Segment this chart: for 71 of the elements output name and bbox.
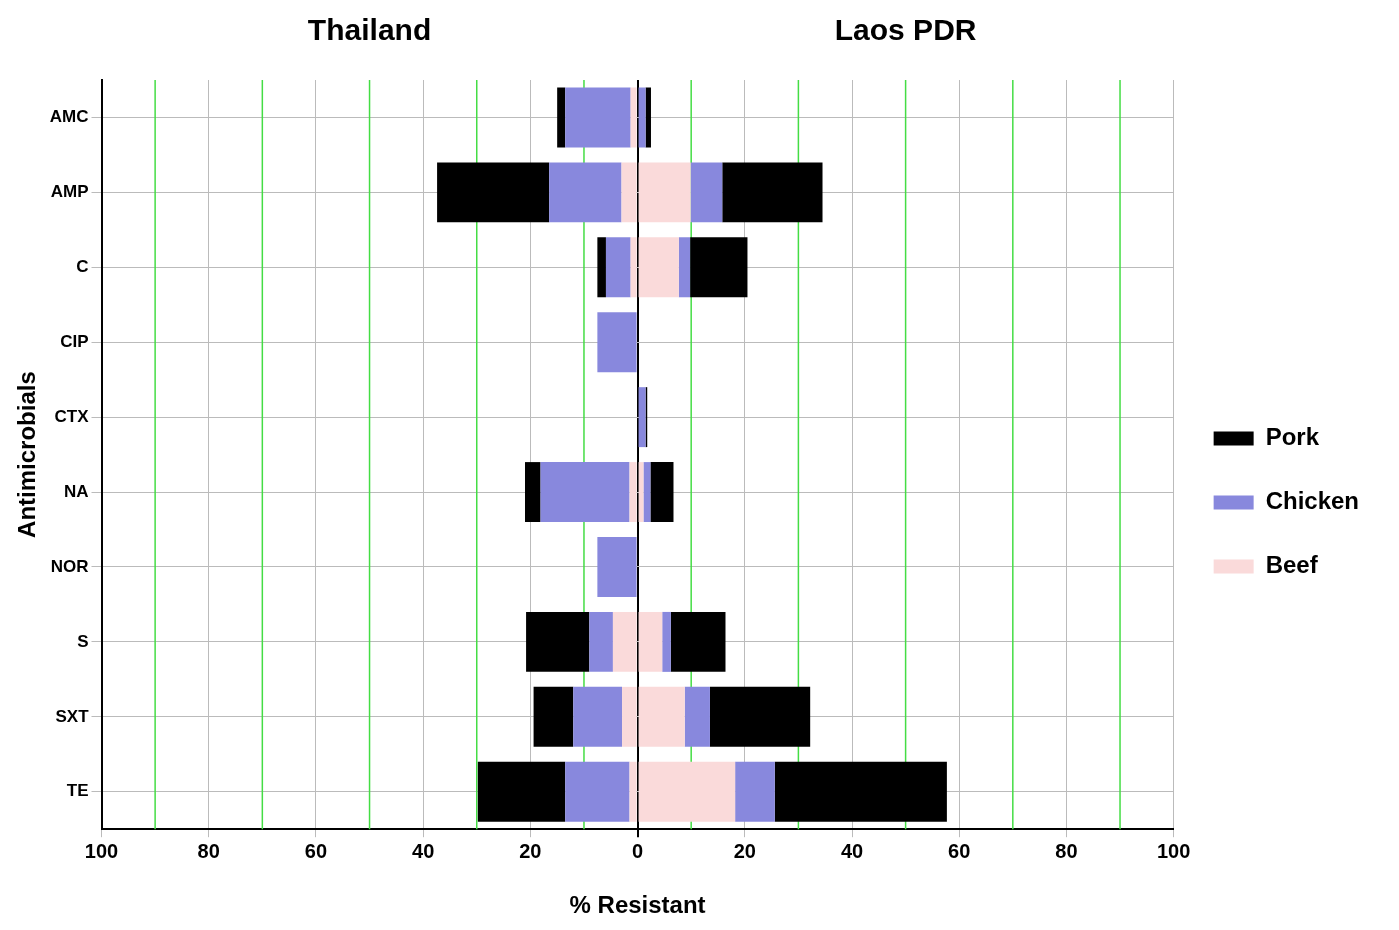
bar [525, 462, 541, 523]
text: Thailand [307, 13, 432, 47]
bar [622, 686, 637, 747]
bar [638, 686, 685, 747]
x-tick-label: 20 [733, 839, 756, 862]
bar [557, 87, 566, 148]
bar [735, 761, 775, 822]
y-axis-title: Antimicrobials [13, 371, 41, 538]
y-tick-label: NOR [50, 556, 89, 576]
bar [565, 87, 631, 148]
bar [565, 761, 630, 822]
bar [589, 611, 613, 672]
x-tick-label: 40 [412, 839, 435, 862]
x-axis-title: % Resistant [569, 891, 706, 919]
y-tick-label: NA [63, 481, 89, 501]
bar [533, 686, 574, 747]
legend-label: Beef [1265, 551, 1319, 579]
bar [678, 237, 691, 298]
bar [573, 686, 623, 747]
bar [670, 611, 726, 672]
y-tick-label: S [77, 631, 89, 651]
bar [621, 162, 637, 223]
bar [650, 462, 674, 523]
bar [709, 686, 811, 747]
text: Laos PDR [834, 13, 977, 47]
bar [477, 761, 566, 822]
y-tick-label: CIP [60, 331, 89, 351]
bar [774, 761, 947, 822]
x-tick-label: 60 [948, 839, 971, 862]
y-tick-label: TE [66, 781, 89, 801]
bar [630, 87, 637, 148]
bar [597, 537, 637, 597]
x-tick-label: 80 [1055, 839, 1078, 862]
bar [629, 462, 637, 523]
bar [540, 462, 630, 523]
bar [645, 87, 651, 148]
bar [549, 162, 622, 223]
y-tick-label: AMP [50, 182, 89, 202]
bar [722, 162, 823, 223]
bar [690, 162, 723, 223]
bar [690, 237, 748, 298]
x-tick-label: 100 [1156, 839, 1191, 862]
legend-label: Pork [1265, 423, 1320, 451]
x-tick-label: 0 [632, 839, 644, 862]
bar [662, 611, 671, 672]
y-tick-label: C [76, 256, 89, 276]
bar [597, 312, 637, 373]
y-tick-label: CTX [54, 406, 90, 426]
x-tick-label: 60 [304, 839, 328, 862]
bar [638, 387, 646, 448]
bar [638, 237, 679, 298]
x-tick-label: 80 [197, 839, 220, 862]
x-tick-label: 100 [84, 839, 119, 862]
x-tick-label: 40 [840, 839, 864, 862]
x-tick-label: 20 [519, 839, 542, 862]
bar [638, 162, 691, 223]
bar [597, 237, 606, 298]
bar [684, 686, 710, 747]
bar [605, 237, 631, 298]
bar [526, 611, 590, 672]
bar [629, 761, 637, 822]
bar [638, 761, 736, 822]
bar [437, 162, 550, 223]
bar [638, 611, 663, 672]
y-tick-label: SXT [55, 706, 90, 726]
legend-label: Chicken [1265, 487, 1360, 515]
y-tick-label: AMC [49, 107, 89, 127]
bar [638, 87, 646, 148]
bar [643, 462, 651, 523]
bar [630, 237, 637, 298]
bar [612, 611, 637, 672]
